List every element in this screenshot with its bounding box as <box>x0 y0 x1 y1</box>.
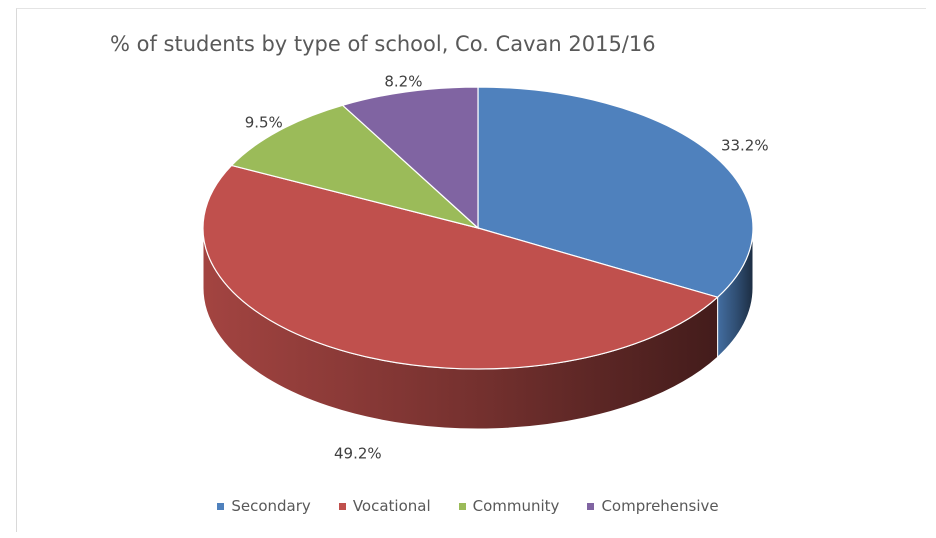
legend-swatch-vocational <box>338 502 346 510</box>
legend-swatch-community <box>458 502 466 510</box>
legend-item-secondary: Secondary <box>217 497 311 515</box>
pie-slice-community[interactable] <box>230 104 479 229</box>
legend-label-secondary: Secondary <box>231 497 311 515</box>
legend-label-community: Community <box>472 497 560 515</box>
legend-swatch-secondary <box>217 502 225 510</box>
legend-label-comprehensive: Comprehensive <box>601 497 719 515</box>
legend-item-vocational: Vocational <box>338 497 431 515</box>
pie-slices <box>202 86 754 370</box>
legend: Secondary Vocational Community Comprehensiv… <box>0 497 936 515</box>
pie-slice-secondary[interactable] <box>477 86 754 298</box>
pie-data-labels: 33.2% 49.2% 9.5% 8.2% <box>245 72 769 462</box>
legend-item-community: Community <box>458 497 560 515</box>
data-label-vocational: 49.2% <box>334 445 382 463</box>
legend-swatch-comprehensive <box>587 502 595 510</box>
chart-frame <box>16 8 926 532</box>
data-label-comprehensive: 8.2% <box>384 72 422 90</box>
data-label-secondary: 33.2% <box>721 136 769 154</box>
pie-slice-vocational[interactable] <box>202 164 719 370</box>
pie-slice-comprehensive[interactable] <box>341 86 479 230</box>
chart-title: % of students by type of school, Co. Cav… <box>110 32 656 56</box>
legend-label-vocational: Vocational <box>352 497 431 515</box>
data-label-community: 9.5% <box>245 113 283 131</box>
legend-item-comprehensive: Comprehensive <box>587 497 719 515</box>
